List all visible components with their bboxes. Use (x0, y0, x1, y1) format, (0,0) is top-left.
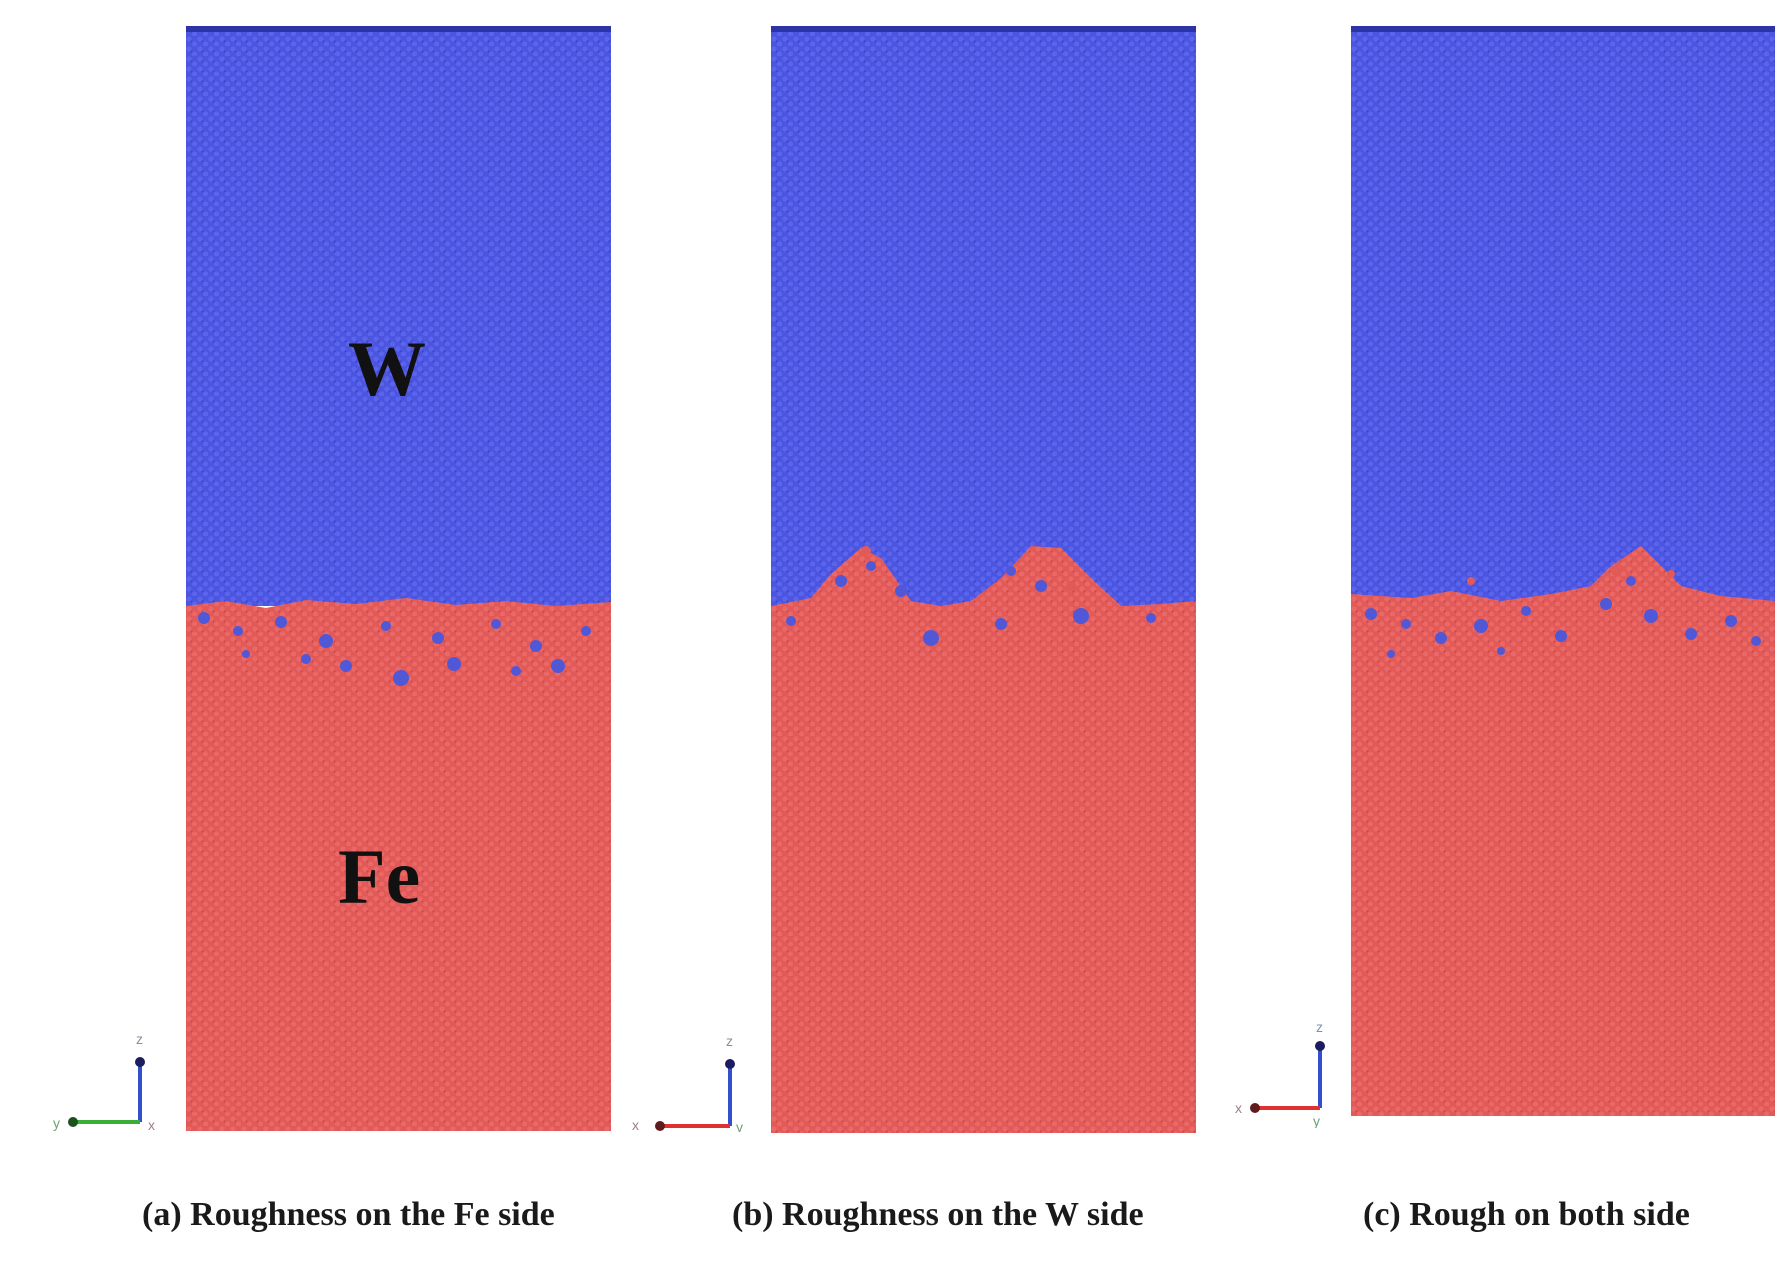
x-axis-label: x (1235, 1100, 1242, 1116)
w-region (771, 26, 1196, 626)
x-axis-tip (1250, 1103, 1260, 1113)
x-axis-label: x (148, 1117, 155, 1132)
panel-a-svg (186, 26, 611, 1131)
axis-triad-b: z x y (624, 1022, 774, 1132)
panel-a-atomic-structure (186, 26, 611, 1131)
panel-c-atomic-structure (1351, 26, 1775, 1116)
top-edge-dots (186, 26, 611, 32)
z-axis-tip (135, 1057, 145, 1067)
panel-b-svg (771, 26, 1196, 1133)
y-axis-label: y (1313, 1113, 1320, 1128)
axis-triad-a: z y x (28, 1022, 178, 1132)
y-axis-label: y (736, 1119, 743, 1132)
w-material-label: W (348, 325, 426, 412)
fe-material-label: Fe (338, 833, 421, 920)
y-axis-tip (68, 1117, 78, 1127)
panel-b-atomic-structure (771, 26, 1196, 1133)
axis-triad-b-svg: z x y (632, 1033, 743, 1132)
interface-mixed-atoms (786, 561, 1156, 646)
interface-mixed-atoms (198, 612, 591, 686)
interface-mixed-atoms (1365, 576, 1761, 658)
w-region (186, 26, 611, 606)
z-axis-tip (1315, 1041, 1325, 1051)
z-axis-label: z (136, 1031, 143, 1047)
y-axis-label: y (53, 1115, 60, 1131)
w-region (1351, 26, 1775, 626)
x-axis-tip (655, 1121, 665, 1131)
axis-triad-c: z x y (1213, 1018, 1363, 1128)
caption-panel-a: (a) Roughness on the Fe side (142, 1196, 555, 1233)
z-axis-label: z (1316, 1019, 1323, 1035)
axis-triad-c-svg: z x y (1235, 1019, 1325, 1128)
caption-panel-b: (b) Roughness on the W side (732, 1196, 1144, 1233)
caption-panel-c: (c) Rough on both side (1363, 1196, 1690, 1233)
axis-triad-a-svg: z y x (53, 1031, 155, 1132)
fe-region (1351, 546, 1775, 1116)
w-side-red-atoms (1467, 566, 1675, 585)
x-axis-label: x (632, 1117, 639, 1132)
z-axis-tip (725, 1059, 735, 1069)
fe-region (186, 598, 611, 1131)
mound-red-atoms (861, 546, 1076, 591)
panel-c-svg (1351, 26, 1775, 1116)
fe-region (771, 546, 1196, 1133)
z-axis-label: z (726, 1033, 733, 1049)
